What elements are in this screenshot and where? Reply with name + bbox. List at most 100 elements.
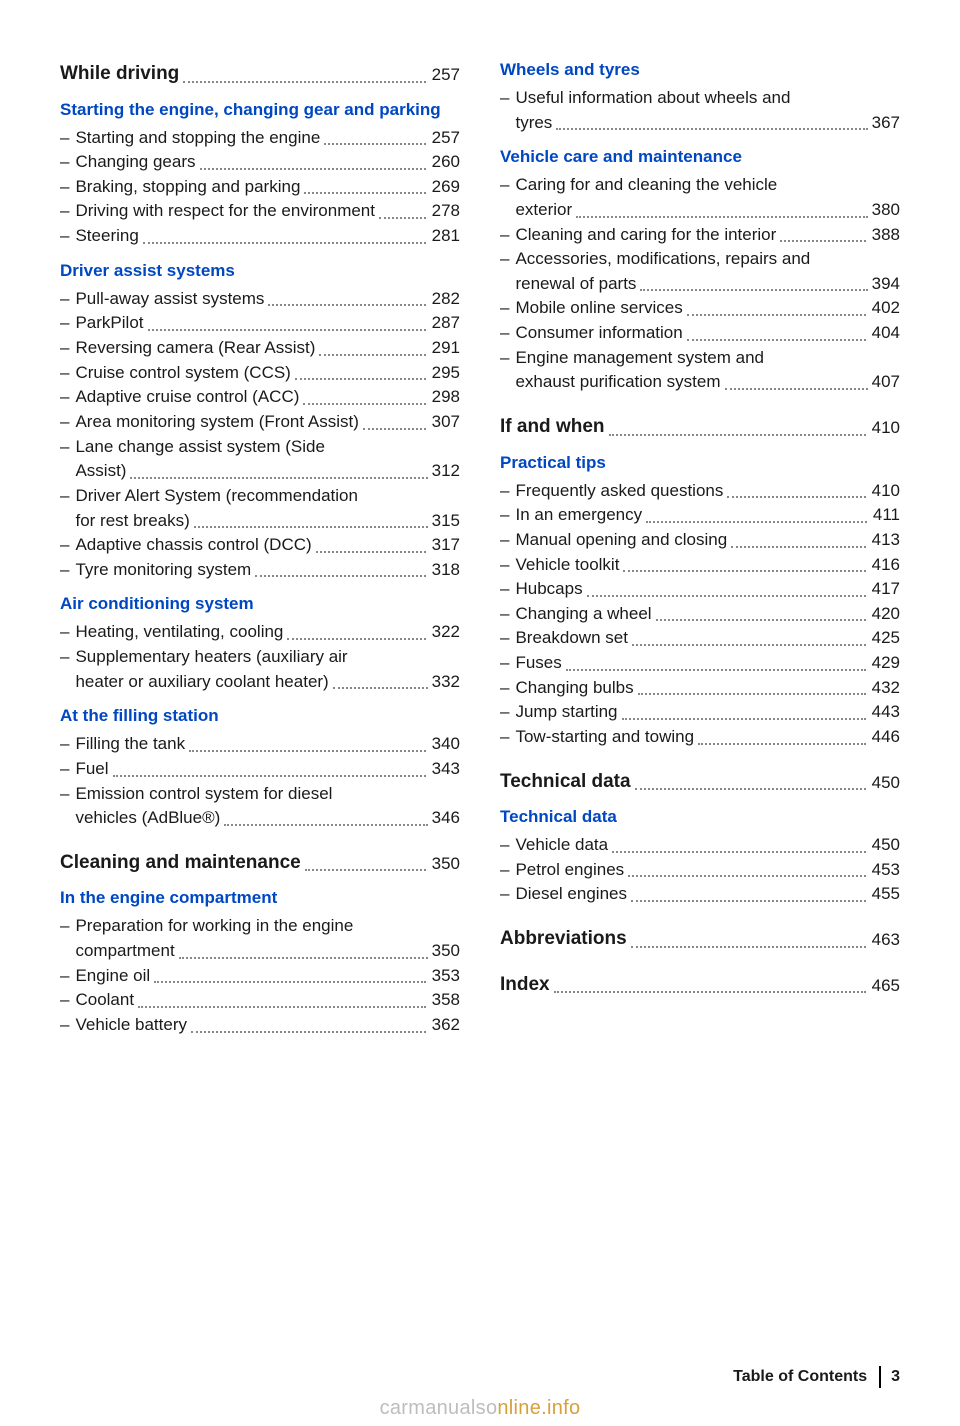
bullet-dash: – — [60, 311, 75, 336]
entry-label: Fuel — [75, 757, 108, 782]
bullet-dash: – — [60, 533, 75, 558]
page-number: 394 — [872, 272, 900, 297]
footer-toc-label: Table of Contents — [733, 1368, 879, 1386]
bullet-dash: – — [60, 224, 75, 249]
bullet-dash: – — [500, 503, 515, 528]
entry-label: Heating, ventilating, cooling — [75, 620, 283, 645]
entry-label: Filling the tank — [75, 732, 185, 757]
leader-dots — [727, 496, 865, 498]
toc-entry: –Area monitoring system (Front Assist)30… — [60, 410, 460, 435]
toc-entry: –Changing a wheel420 — [500, 602, 900, 627]
section-index: Index 465 — [500, 971, 900, 999]
bullet-dash: – — [60, 784, 75, 803]
bullet-dash: – — [60, 437, 75, 456]
toc-entry: –Fuses429 — [500, 651, 900, 676]
entry-label: Steering — [75, 224, 138, 249]
bullet-dash: – — [60, 988, 75, 1013]
page-number: 282 — [430, 287, 460, 312]
bullet-dash: – — [500, 626, 515, 651]
page-number: 291 — [430, 336, 460, 361]
page-number: 413 — [870, 528, 900, 553]
bullet-dash: – — [500, 651, 515, 676]
toc-entry: –Adaptive chassis control (DCC)317 — [60, 533, 460, 558]
bullet-dash: – — [60, 361, 75, 386]
toc-entry: –Adaptive cruise control (ACC)298 — [60, 385, 460, 410]
section-abbreviations: Abbreviations 463 — [500, 925, 900, 953]
entry-label: Petrol engines — [515, 858, 624, 883]
bullet-dash: – — [500, 577, 515, 602]
toc-entry: –In an emergency411 — [500, 503, 900, 528]
toc-entry: –Caring for and cleaning the vehicle–ext… — [500, 173, 900, 222]
entry-label: Useful information about wheels and — [515, 88, 790, 107]
toc-entry: –ParkPilot 287 — [60, 311, 460, 336]
bullet-dash: – — [60, 336, 75, 361]
right-column: Wheels and tyres –Useful information abo… — [500, 60, 900, 1038]
bullet-dash: – — [60, 126, 75, 151]
leader-dots — [363, 428, 426, 430]
entry-label: ParkPilot — [75, 311, 143, 336]
bullet-dash: – — [60, 150, 75, 175]
toc-entry: –Tow-starting and towing446 — [500, 725, 900, 750]
toc-entry: –Changing bulbs432 — [500, 676, 900, 701]
bullet-dash: – — [500, 700, 515, 725]
page: While driving 257 Starting the engine, c… — [0, 0, 960, 1038]
toc-entry: –Engine oil353 — [60, 964, 460, 989]
leader-dots — [305, 869, 426, 871]
toc-entry: –Mobile online services402 — [500, 296, 900, 321]
bullet-dash: – — [500, 479, 515, 504]
toc-entry: –Filling the tank340 — [60, 732, 460, 757]
entry-label: Emission control system for diesel — [75, 784, 332, 803]
page-number: 287 — [430, 311, 460, 336]
toc-entry: –Supplementary heaters (auxiliary air–he… — [60, 645, 460, 694]
leader-dots — [566, 669, 866, 671]
bullet-dash: – — [60, 964, 75, 989]
toc-entry: –Preparation for working in the engine–c… — [60, 914, 460, 963]
leader-dots — [224, 824, 427, 826]
toc-entry: –Reversing camera (Rear Assist)291 — [60, 336, 460, 361]
leader-dots — [143, 242, 426, 244]
footer-divider — [879, 1366, 881, 1388]
entry-label: Breakdown set — [515, 626, 627, 651]
page-number: 340 — [430, 732, 460, 757]
section-title: Technical data — [500, 768, 631, 796]
subhead-vehicle-care: Vehicle care and maintenance — [500, 147, 900, 167]
bullet-dash: – — [60, 647, 75, 666]
page-number: 453 — [870, 858, 900, 883]
page-number: 269 — [430, 175, 460, 200]
toc-entry: –Diesel engines455 — [500, 882, 900, 907]
toc-entry: –Cruise control system (CCS)295 — [60, 361, 460, 386]
leader-dots — [656, 619, 866, 621]
subhead-air-conditioning: Air conditioning system — [60, 594, 460, 614]
leader-dots — [183, 81, 425, 83]
page-number: 353 — [430, 964, 460, 989]
page-number: 367 — [872, 111, 900, 136]
page-number: 446 — [870, 725, 900, 750]
leader-dots — [379, 217, 426, 219]
toc-entry: –Emission control system for diesel–vehi… — [60, 782, 460, 831]
page-number: 407 — [872, 370, 900, 395]
leader-dots — [609, 434, 866, 436]
entry-label: Accessories, modifications, repairs and — [515, 249, 810, 268]
leader-dots — [632, 644, 866, 646]
entry-label: tyres — [515, 111, 552, 136]
toc-entry: –Steering281 — [60, 224, 460, 249]
bullet-dash: – — [500, 296, 515, 321]
bullet-dash: – — [60, 558, 75, 583]
entry-label: In an emergency — [515, 503, 642, 528]
entry-label: Lane change assist system (Side — [75, 437, 324, 456]
bullet-dash: – — [500, 528, 515, 553]
section-title: Abbreviations — [500, 925, 627, 953]
page-number: 402 — [870, 296, 900, 321]
leader-dots — [698, 743, 866, 745]
page-number: 443 — [870, 700, 900, 725]
leader-dots — [731, 546, 865, 548]
bullet-dash: – — [500, 725, 515, 750]
leader-dots — [130, 477, 427, 479]
toc-entry: –Fuel343 — [60, 757, 460, 782]
section-if-and-when: If and when 410 — [500, 413, 900, 441]
leader-dots — [622, 718, 866, 720]
entry-label: Changing gears — [75, 150, 195, 175]
bullet-dash: – — [60, 757, 75, 782]
leader-dots — [646, 521, 867, 523]
page-number: 450 — [870, 771, 900, 796]
